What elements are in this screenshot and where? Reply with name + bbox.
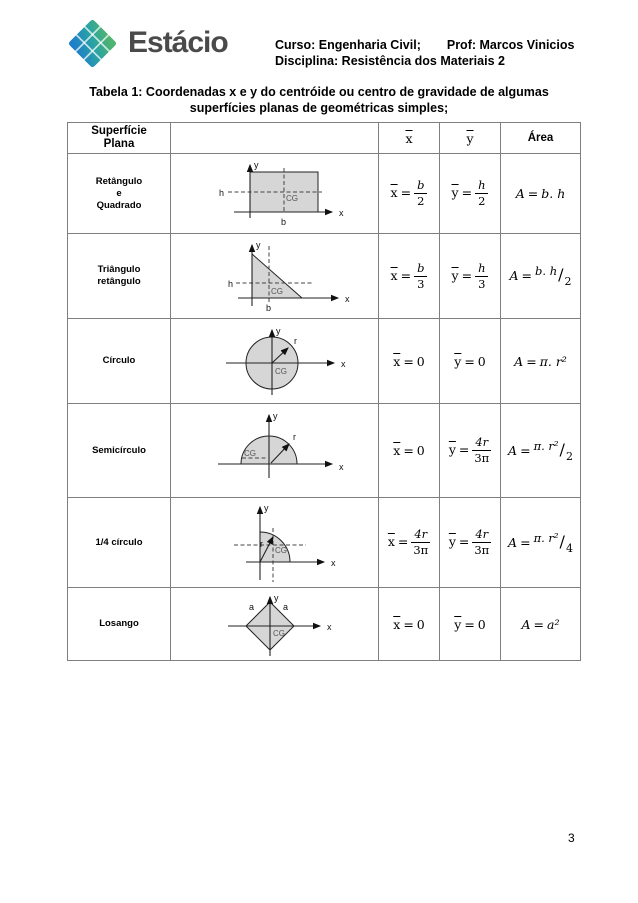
ybar-cell: y = h 2 — [439, 153, 501, 234]
course-info: Curso: Engenharia Civil; Prof: Marcos Vi… — [275, 37, 574, 69]
header-figure-cell — [170, 122, 379, 154]
cg-label: CG — [275, 546, 287, 555]
axis-label-x: x — [341, 359, 346, 369]
coordinates-table: Superfície Plana x y Área Retângulo e Qu… — [67, 122, 581, 661]
figure-cell: y x a a CG — [170, 587, 379, 661]
course-label: Curso: Engenharia Civil; — [275, 38, 421, 52]
shape-name-cell: Círculo — [67, 318, 171, 404]
base-label: b — [281, 217, 286, 227]
ybar-cell: y = 4r 3π — [439, 497, 501, 588]
table-title-line1: Tabela 1: Coordenadas x e y do centróide… — [89, 85, 549, 99]
area-cell: A = π. r² — [500, 318, 581, 404]
table-title-line2: superfícies planas de geométricas simple… — [189, 101, 449, 115]
axis-label-x: x — [345, 294, 350, 304]
table-row: Semicírculo y x r CG x = 0 y = 4r — [67, 403, 581, 498]
table-row: Círculo y x r CG x = 0 y = 0 — [67, 318, 581, 404]
axis-label-y: y — [274, 593, 279, 603]
area-cell: A = a² — [500, 587, 581, 661]
estacio-diamond-icon — [64, 14, 120, 72]
figure-cell: y x r CG — [170, 403, 379, 498]
height-label: h — [228, 279, 233, 289]
radius-label: r — [293, 432, 296, 442]
rhombus-figure: y x a a CG — [227, 593, 332, 656]
header-ybar-cell: y — [439, 122, 501, 154]
ybar-cell: y = 4r 3π — [439, 403, 501, 498]
base-label: b — [266, 303, 271, 313]
professor-label: Prof: Marcos Vinicios — [446, 38, 575, 52]
axis-label-y: y — [256, 240, 261, 250]
table-title: Tabela 1: Coordenadas x e y do centróide… — [0, 84, 638, 116]
area-cell: A = π. r²/2 — [500, 403, 581, 498]
ybar-cell: y = h 3 — [439, 233, 501, 319]
axis-label-y: y — [254, 160, 259, 170]
quarter-circle-figure: y x r CG — [233, 503, 336, 582]
rectangle-figure: y x h b CG — [219, 160, 344, 227]
header-xbar-cell: x — [378, 122, 440, 154]
shape-name-cell: 1/4 círculo — [67, 497, 171, 588]
shape-name-cell: Triângulo retângulo — [67, 233, 171, 319]
figure-cell: y x r CG — [170, 497, 379, 588]
xbar-cell: x = 4r 3π — [378, 497, 440, 588]
xbar-cell: x = b 3 — [378, 233, 440, 319]
axis-label-y: y — [264, 503, 269, 513]
cg-label: CG — [271, 287, 283, 296]
figure-cell: y x h b CG — [170, 233, 379, 319]
right-triangle-figure: y x h b CG — [228, 240, 350, 313]
shape-name-cell: Retângulo e Quadrado — [67, 153, 171, 234]
height-label: h — [219, 188, 224, 198]
ybar-cell: y = 0 — [439, 587, 501, 661]
ybar-cell: y = 0 — [439, 318, 501, 404]
table-row: Triângulo retângulo y x h b CG x = — [67, 233, 581, 319]
axis-label-x: x — [331, 558, 336, 568]
figure-cell: y x r CG — [170, 318, 379, 404]
table-row: 1/4 círculo y x r CG x = 4r 3π — [67, 497, 581, 588]
radius-label: r — [294, 336, 297, 346]
shape-name-cell: Semicírculo — [67, 403, 171, 498]
header-area-cell: Área — [500, 122, 581, 154]
header-surface-cell: Superfície Plana — [67, 122, 171, 154]
xbar-cell: x = b 2 — [378, 153, 440, 234]
axis-label-y: y — [276, 326, 281, 336]
cg-label: CG — [286, 194, 298, 203]
axis-label-x: x — [327, 622, 332, 632]
semicircle-figure: y x r CG — [217, 411, 344, 478]
axis-label-x: x — [339, 208, 344, 218]
cg-label: CG — [275, 367, 287, 376]
axis-label-y: y — [273, 411, 278, 421]
table-row: Retângulo e Quadrado y x h b CG — [67, 153, 581, 234]
area-cell: A = b. h — [500, 153, 581, 234]
xbar-cell: x = 0 — [378, 318, 440, 404]
xbar-cell: x = 0 — [378, 587, 440, 661]
radius-label: r — [260, 539, 263, 549]
discipline-label: Disciplina: Resistência dos Materiais 2 — [275, 54, 505, 68]
logo-wordmark: Estácio — [128, 26, 229, 59]
cg-label: CG — [273, 629, 285, 638]
side-label-a-left: a — [249, 602, 254, 612]
xbar-cell: x = 0 — [378, 403, 440, 498]
header-logo: Estácio — [64, 14, 229, 72]
cg-label: CG — [244, 449, 256, 458]
figure-cell: y x h b CG — [170, 153, 379, 234]
shape-name-cell: Losango — [67, 587, 171, 661]
area-cell: A = π. r²/4 — [500, 497, 581, 588]
page-number: 3 — [568, 831, 575, 845]
axis-label-x: x — [339, 462, 344, 472]
table-header-row: Superfície Plana x y Área — [67, 122, 581, 154]
table-row: Losango y x a a CG x = 0 y = 0 — [67, 587, 581, 661]
area-cell: A = b. h/2 — [500, 233, 581, 319]
circle-figure: y x r CG — [225, 326, 346, 395]
side-label-a-right: a — [283, 602, 288, 612]
